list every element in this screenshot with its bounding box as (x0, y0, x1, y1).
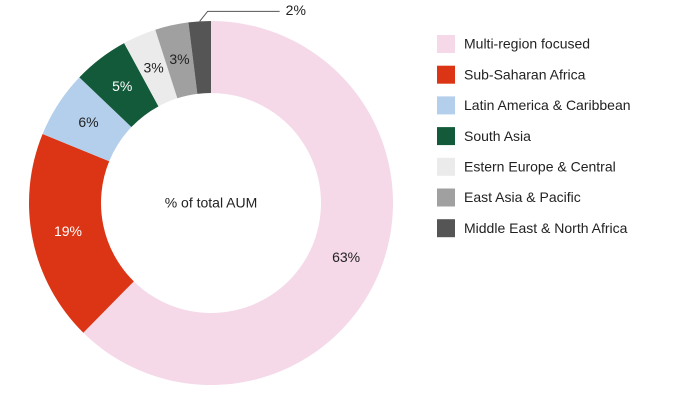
value-label: 6% (78, 114, 98, 130)
slice (155, 22, 198, 99)
center-label: % of total AUM (165, 195, 258, 211)
legend-swatch (437, 65, 455, 84)
legend-label: Middle East & North Africa (464, 220, 628, 236)
value-label: 3% (169, 51, 189, 67)
legend-label: South Asia (464, 128, 531, 144)
slice (42, 77, 132, 162)
legend-swatch (437, 35, 455, 53)
legend-label: Multi-region focused (464, 36, 590, 52)
slice (83, 21, 394, 385)
value-label: 63% (332, 249, 360, 265)
value-label: 2% (286, 2, 306, 18)
slice (29, 134, 134, 333)
legend-swatch (437, 219, 455, 238)
legend-label: Estern Europe & Central (464, 159, 616, 175)
legend-swatch (437, 96, 455, 115)
slice (124, 29, 178, 107)
legend-label: Latin America & Caribbean (464, 97, 631, 113)
slice (79, 43, 159, 128)
value-label: 3% (143, 59, 163, 75)
legend-swatch (437, 188, 455, 207)
slice (188, 21, 211, 94)
legend-swatch (437, 157, 455, 176)
value-label: 5% (112, 78, 132, 94)
value-label: 19% (54, 223, 82, 239)
leader-line (199, 10, 280, 22)
legend-label: Sub-Saharan Africa (464, 66, 586, 82)
legend-swatch (437, 127, 455, 146)
legend-label: East Asia & Pacific (464, 189, 581, 205)
